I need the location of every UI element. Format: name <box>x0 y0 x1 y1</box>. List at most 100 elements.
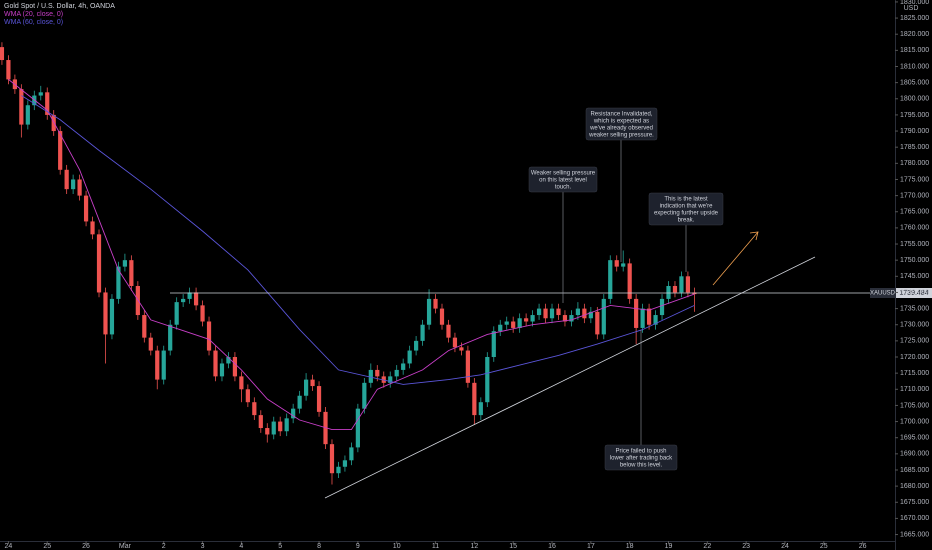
candle-body <box>401 363 406 370</box>
x-tick-label: 26 <box>859 543 867 550</box>
candle-body <box>6 60 11 80</box>
candle-body <box>595 311 600 335</box>
annotation: This is the latest indication that we're… <box>648 192 724 272</box>
candle-body <box>278 421 283 432</box>
candle-body <box>627 263 632 299</box>
candle-body <box>291 408 296 419</box>
y-tick-label: 1790.000 <box>900 128 929 135</box>
candle-body <box>103 292 108 335</box>
candle-body <box>336 466 341 474</box>
candle-body <box>206 321 212 351</box>
x-tick-label: 9 <box>356 543 360 550</box>
y-tick-label: 1680.000 <box>900 483 929 490</box>
last-price-label: 1739.484 <box>899 290 928 297</box>
candle-body <box>349 447 354 461</box>
candle-body <box>634 298 639 328</box>
y-tick-label: 1830.000 <box>900 0 929 6</box>
candle-body <box>621 263 626 267</box>
candle-body <box>284 418 289 432</box>
y-tick-label: 1755.000 <box>900 241 929 248</box>
y-tick-label: 1795.000 <box>900 112 929 119</box>
candle-body <box>155 350 160 380</box>
candle-body <box>536 308 542 316</box>
candle-body <box>297 395 302 409</box>
candle-body <box>316 386 322 412</box>
annotation-line: touch. <box>555 185 572 191</box>
candle-body <box>556 308 561 316</box>
wma-line <box>21 95 695 385</box>
y-tick-label: 1705.000 <box>900 402 929 409</box>
x-tick-label: 3 <box>201 543 205 550</box>
x-tick-label: 4 <box>239 543 243 550</box>
candle-body <box>64 169 69 190</box>
candle-body <box>608 260 613 299</box>
y-tick-label: 1800.000 <box>900 96 929 103</box>
candle-body <box>45 92 50 115</box>
y-tick-label: 1730.000 <box>900 322 929 329</box>
y-tick-label: 1715.000 <box>900 370 929 377</box>
annotation-line: indication that we're <box>660 204 714 210</box>
x-tick-label: 23 <box>742 543 750 550</box>
candle-body <box>71 179 76 190</box>
y-tick-label: 1700.000 <box>900 418 929 425</box>
y-tick-label: 1740.000 <box>900 289 929 296</box>
candle-body <box>414 340 419 351</box>
candle-body <box>549 308 555 319</box>
annotation-line: break. <box>678 218 695 224</box>
candle-body <box>142 315 147 338</box>
candle-body <box>232 357 238 377</box>
candle-body <box>672 285 678 293</box>
y-tick-label: 1720.000 <box>900 354 929 361</box>
candle-body <box>38 92 43 96</box>
annotation: Weaker selling pressure on this latest l… <box>528 166 598 303</box>
candle-body <box>433 298 438 309</box>
candle-body <box>439 308 445 325</box>
candle-body <box>485 357 490 403</box>
x-tick-label: 17 <box>587 543 595 550</box>
candle-body <box>640 308 645 328</box>
candle-body <box>200 305 205 322</box>
candle-body <box>148 337 153 351</box>
candle-body <box>478 402 483 416</box>
annotation-line: on this latest level <box>539 178 587 184</box>
x-tick-label: 24 <box>781 543 789 550</box>
candle-body <box>116 266 121 299</box>
y-tick-label: 1765.000 <box>900 209 929 216</box>
candle-body <box>226 357 231 364</box>
candle-body <box>161 350 166 380</box>
candle-body <box>245 389 250 403</box>
y-tick-label: 1675.000 <box>900 499 929 506</box>
symbol-label: XAUUSD <box>870 291 896 297</box>
candle-body <box>19 89 24 125</box>
x-tick-label: 11 <box>432 543 439 550</box>
candle-body <box>122 260 128 267</box>
x-tick-label: 25 <box>43 543 51 550</box>
candle-body <box>407 350 412 364</box>
candle-body <box>362 382 367 409</box>
symbol-box <box>870 288 895 298</box>
candle-body <box>258 415 263 429</box>
candle-body <box>355 408 360 448</box>
candle-body <box>368 369 373 383</box>
candle-body <box>129 260 134 286</box>
annotation-line: Price failed to push <box>615 449 666 455</box>
candle-body <box>168 324 173 351</box>
candle-body <box>420 324 425 341</box>
candle-body <box>543 308 548 319</box>
x-tick-label: 24 <box>5 543 13 550</box>
annotation-line: Weaker selling pressure <box>531 171 596 177</box>
candle-body <box>388 376 393 383</box>
candle-body <box>569 315 574 322</box>
y-tick-label: 1815.000 <box>900 47 929 54</box>
candle-body <box>530 315 535 322</box>
candle-body <box>679 276 684 293</box>
x-tick-label: 18 <box>626 543 634 550</box>
annotation-line: Resistance Invalidated, <box>590 112 652 118</box>
candle-body <box>511 321 516 328</box>
y-tick-label: 1750.000 <box>900 257 929 264</box>
y-tick-label: 1685.000 <box>900 467 929 474</box>
candle-body <box>465 350 470 383</box>
candle-body <box>83 195 89 222</box>
x-tick-label: 25 <box>820 543 828 550</box>
